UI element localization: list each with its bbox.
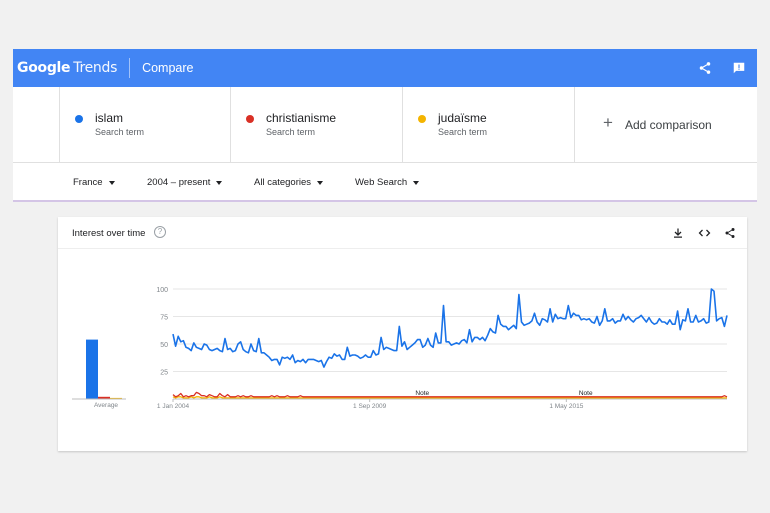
y-tick-label: 25 [160,370,168,377]
region-value: France [73,177,103,188]
category-value: All categories [254,177,312,188]
term-card-christianisme[interactable]: christianisme Search term [231,87,403,163]
term-card-islam[interactable]: islam Search term [59,87,231,163]
embed-code-icon[interactable] [697,226,711,240]
series-line-judaïsme [172,396,727,399]
card-header: Interest over time ? [58,217,747,249]
term-type: Search term [95,127,145,137]
series-line-islam [172,288,728,368]
term-name: christianisme [266,111,337,125]
term-type: Search term [266,127,316,137]
x-tick-label: 1 May 2015 [549,403,583,410]
logo-trends-text: Trends [73,60,118,76]
add-comparison-label: Add comparison [625,118,712,132]
app-header: Google Trends Compare [13,49,757,87]
category-dropdown[interactable]: All categories [254,177,324,188]
time-range-dropdown[interactable]: 2004 – present [147,177,223,188]
logo-google-text: Google [17,60,71,76]
y-tick-label: 50 [160,342,168,349]
x-tick-label: 1 Sep 2009 [353,403,387,410]
header-divider [129,58,131,78]
y-tick-label: 100 [156,287,168,294]
share-icon[interactable] [723,226,737,240]
y-tick-label: 75 [160,315,168,322]
feedback-icon[interactable] [731,60,747,76]
add-comparison-button[interactable]: + Add comparison [589,87,761,163]
average-bar-christianisme [98,396,110,399]
average-bar-judaïsme [110,397,122,399]
search-type-value: Web Search [355,177,408,188]
average-label: Average [94,402,118,409]
caret-down-icon [108,180,115,185]
x-tick-label: 1 Jan 2004 [157,403,190,410]
region-dropdown[interactable]: France [73,177,115,188]
page-title: Compare [142,61,194,75]
series-dot-icon [246,115,254,123]
filter-bar: France 2004 – present All categories Web… [13,163,757,202]
note-label: Note [415,390,429,397]
note-label: Note [579,390,593,397]
series-dot-icon [75,115,83,123]
interest-over-time-chart: Average 100 75 50 25 1 Jan 2004 1 Sep 2009 1 … [72,287,728,410]
caret-down-icon [216,180,223,185]
help-icon[interactable]: ? [154,226,166,238]
caret-down-icon [317,180,324,185]
interest-over-time-card: Interest over time ? Average 100 75 50 25 1… [58,217,747,451]
series-line-christianisme [172,391,728,398]
search-type-dropdown[interactable]: Web Search [355,177,420,188]
comparison-terms-row: islam Search term christianisme Search t… [13,87,757,163]
series-dot-icon [418,115,426,123]
term-type: Search term [438,127,488,137]
term-name: judaïsme [438,111,487,125]
plus-icon: + [603,113,613,132]
caret-down-icon [413,180,420,185]
card-title: Interest over time [72,228,146,239]
average-bar-islam [86,339,98,399]
time-range-value: 2004 – present [147,177,211,188]
term-name: islam [95,111,124,125]
term-card-judaisme[interactable]: judaïsme Search term [403,87,575,163]
download-icon[interactable] [671,226,685,240]
share-icon[interactable] [697,60,713,76]
google-trends-logo[interactable]: Google Trends [17,60,117,76]
